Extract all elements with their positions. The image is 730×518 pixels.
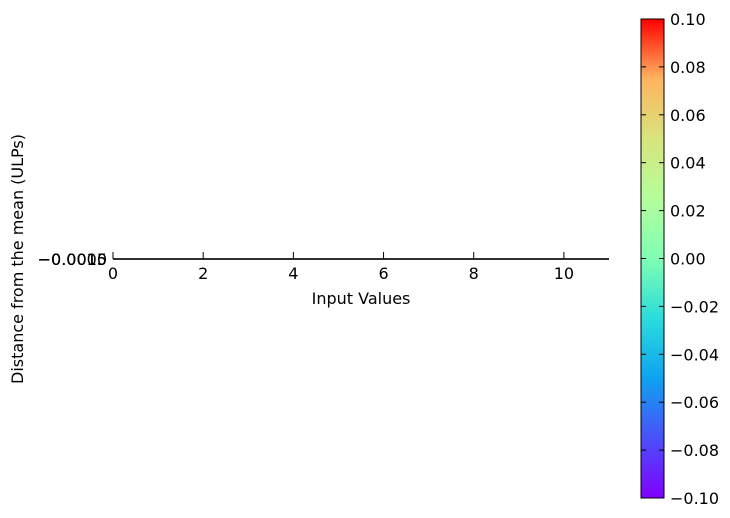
y-tick-label: −0.0005	[38, 250, 107, 269]
x-ticks: 0 2 4 6 8 10	[108, 252, 574, 283]
x-tick-label: 0	[108, 264, 118, 283]
colorbar-tick-label: 0.06	[670, 106, 706, 125]
colorbar: −0.10 −0.08 −0.06 −0.04 −0.02 0.00 0.02 0.04 0.0…	[640, 10, 719, 508]
colorbar-tick-label: −0.10	[670, 489, 719, 508]
x-tick-label: 8	[469, 264, 479, 283]
colorbar-tick-label: −0.08	[670, 441, 719, 460]
y-axis-label: Distance from the mean (ULPs)	[8, 134, 27, 384]
x-tick-label: 6	[378, 264, 388, 283]
colorbar-tick-label: −0.06	[670, 393, 719, 412]
y-tick-labels: −0.0015−0.0010−0.0005	[38, 250, 120, 269]
y-tick-label: −0.0015	[38, 250, 107, 269]
colorbar-tick-label: −0.04	[670, 345, 719, 364]
colorbar-tick-label: 0.10	[670, 10, 706, 29]
colorbar-ticks: −0.10 −0.08 −0.06 −0.04 −0.02 0.00 0.02 0.04 0.0…	[641, 10, 719, 508]
plot-axes: 0 2 4 6 8 10 −0.0015−0.0010−0.0005 Input Valu…	[8, 134, 609, 384]
colorbar-tick-label: 0.02	[670, 202, 706, 221]
y-tick-label: −0.0010	[38, 250, 107, 269]
colorbar-tick-label: 0.04	[670, 154, 706, 173]
x-tick-label: 10	[554, 264, 574, 283]
colorbar-tick-label: 0.08	[670, 58, 706, 77]
x-tick-label: 2	[198, 264, 208, 283]
x-axis-label: Input Values	[312, 289, 411, 308]
colorbar-tick-label: 0.00	[670, 250, 706, 269]
x-tick-label: 4	[288, 264, 298, 283]
colorbar-tick-label: −0.02	[670, 297, 719, 316]
